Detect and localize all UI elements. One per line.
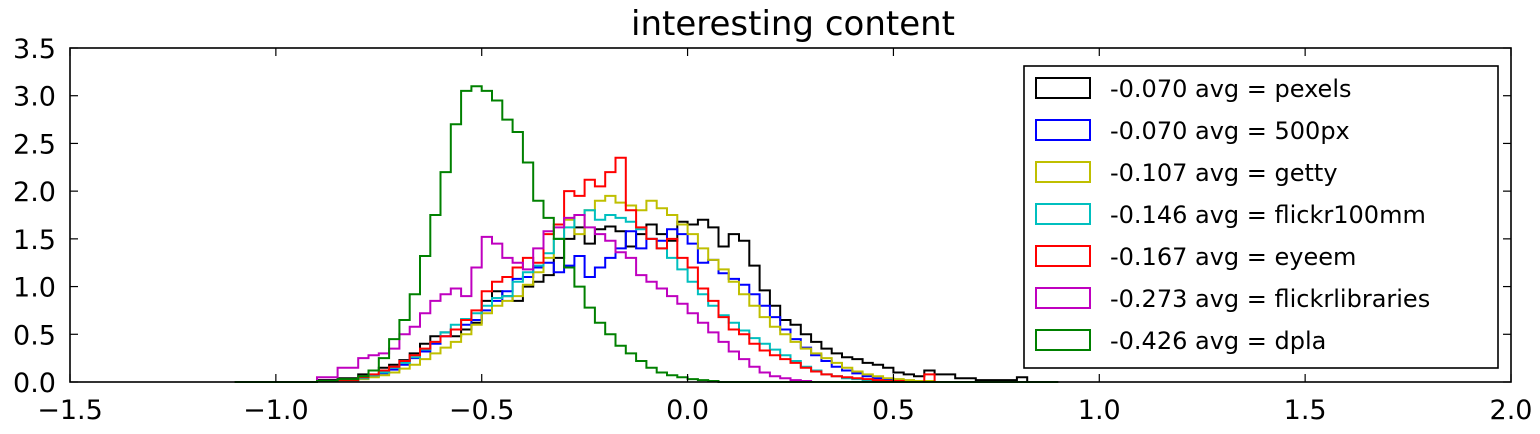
- y-tick-label: 0.5: [13, 320, 56, 351]
- series-0-line: [234, 218, 1059, 383]
- chart-title: interesting content: [631, 4, 955, 44]
- legend-swatch: [1035, 287, 1091, 309]
- legend-frame: [1023, 65, 1499, 369]
- legend-swatch: [1035, 245, 1091, 267]
- legend: -0.070 avg = pexels -0.070 avg = 500px -0.…: [1023, 65, 1499, 369]
- x-tick-label: 1.0: [1078, 395, 1121, 426]
- legend-swatch: [1035, 161, 1091, 183]
- legend-swatch: [1035, 329, 1091, 351]
- x-tick-label: 0.5: [872, 395, 915, 426]
- x-tick-label: −1.0: [243, 395, 309, 426]
- axes-layer: −1.5 −1.0 −0.5 0.0 0.5 1.0 1.5 2.0 0.0 0.5 1.0 1.5 2…: [13, 34, 1532, 426]
- legend-label: -0.273 avg = flickrlibraries: [1110, 285, 1430, 313]
- x-tick-label: 1.5: [1284, 395, 1327, 426]
- x-tick-label: 2.0: [1490, 395, 1533, 426]
- legend-label: -0.146 avg = flickr100mm: [1110, 201, 1426, 229]
- y-tick-label: 0.0: [13, 368, 56, 399]
- series-4-line: [234, 156, 1059, 383]
- x-tick-label: −1.5: [37, 395, 103, 426]
- plot-frame: [69, 47, 1512, 383]
- legend-swatch: [1035, 203, 1091, 225]
- legend-label: -0.167 avg = eyeem: [1110, 243, 1356, 271]
- legend-swatch: [1035, 119, 1091, 141]
- legend-label: -0.426 avg = dpla: [1110, 327, 1326, 355]
- legend-label: -0.107 avg = getty: [1110, 159, 1338, 187]
- y-tick-label: 3.5: [13, 34, 56, 65]
- legend-label: -0.070 avg = pexels: [1110, 75, 1352, 103]
- y-tick-label: 2.0: [13, 177, 56, 208]
- y-tick-label: 1.5: [13, 225, 56, 256]
- x-tick-label: 0.0: [666, 395, 709, 426]
- y-tick-label: 2.5: [13, 129, 56, 160]
- legend-swatch: [1035, 77, 1091, 99]
- series-2-line: [234, 194, 1059, 383]
- y-tick-label: 1.0: [13, 273, 56, 304]
- legend-label: -0.070 avg = 500px: [1110, 117, 1350, 145]
- y-tick-label: 3.0: [13, 82, 56, 113]
- x-tick-label: −0.5: [449, 395, 515, 426]
